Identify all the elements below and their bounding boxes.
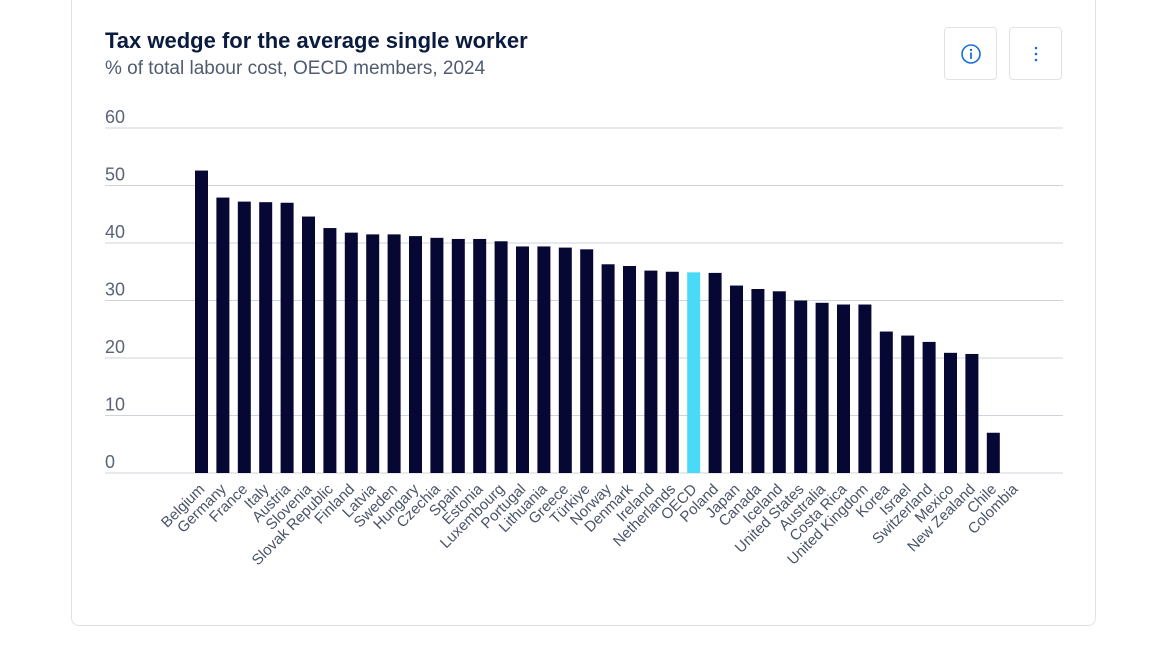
y-tick-label: 0 — [105, 452, 115, 472]
bar-chile[interactable] — [986, 432, 1000, 473]
y-tick-label: 40 — [105, 222, 125, 242]
bar-sweden[interactable] — [387, 234, 401, 473]
bar-belgium[interactable] — [195, 170, 208, 474]
bar-canada[interactable] — [751, 289, 765, 473]
bar-japan[interactable] — [730, 285, 743, 473]
bar-slovenia[interactable] — [302, 216, 315, 474]
bar-greece[interactable] — [558, 247, 572, 473]
bar-australia[interactable] — [815, 302, 829, 473]
bar-denmark[interactable] — [623, 266, 636, 473]
info-button[interactable] — [944, 27, 997, 80]
more-options-button[interactable] — [1009, 27, 1062, 80]
bar-czechia[interactable] — [430, 237, 444, 473]
bar-luxembourg[interactable] — [494, 241, 508, 473]
bar-united-kingdom[interactable] — [858, 304, 872, 473]
chart-title: Tax wedge for the average single worker — [105, 28, 528, 53]
bar-oecd[interactable] — [687, 272, 701, 473]
bar-hungary[interactable] — [409, 236, 422, 473]
bar-israel[interactable] — [901, 335, 915, 473]
bar-switzerland[interactable] — [922, 341, 936, 473]
bar-france[interactable] — [237, 201, 251, 473]
bar-costa-rica[interactable] — [837, 304, 850, 473]
bar-latvia[interactable] — [366, 234, 380, 473]
bar-poland[interactable] — [708, 272, 722, 473]
bar-germany[interactable] — [216, 197, 230, 473]
y-tick-label: 60 — [105, 107, 125, 127]
info-icon — [960, 43, 981, 64]
bar-slovak-republic[interactable] — [323, 228, 337, 473]
bar-norway[interactable] — [601, 264, 615, 473]
x-axis-labels: BelgiumGermanyFranceItalyAustriaSlovenia… — [158, 480, 1022, 569]
bar-spain[interactable] — [451, 238, 465, 473]
bar-lithuania[interactable] — [537, 246, 551, 473]
bar-united-states[interactable] — [794, 300, 808, 474]
chart-subtitle: % of total labour cost, OECD members, 20… — [105, 58, 486, 79]
y-tick-label: 10 — [105, 395, 125, 415]
bar-t-rkiye[interactable] — [580, 249, 594, 473]
bar-finland[interactable] — [344, 232, 358, 473]
bar-iceland[interactable] — [772, 291, 786, 473]
bar-austria[interactable] — [280, 202, 294, 473]
more-vertical-icon — [1034, 46, 1037, 61]
bar-ireland[interactable] — [644, 270, 658, 473]
bar-korea[interactable] — [879, 331, 893, 473]
bar-netherlands[interactable] — [665, 271, 679, 473]
bar-italy[interactable] — [259, 202, 273, 474]
y-tick-label: 30 — [105, 280, 125, 300]
bar-portugal[interactable] — [516, 246, 529, 473]
y-axis-ticks: 0 10 20 30 40 50 60 — [105, 107, 125, 472]
bar-mexico[interactable] — [944, 352, 957, 473]
bars — [195, 170, 1000, 474]
y-tick-label: 20 — [105, 337, 125, 357]
bar-estonia[interactable] — [473, 238, 487, 473]
bar-new-zealand[interactable] — [965, 353, 979, 473]
y-tick-label: 50 — [105, 165, 125, 185]
